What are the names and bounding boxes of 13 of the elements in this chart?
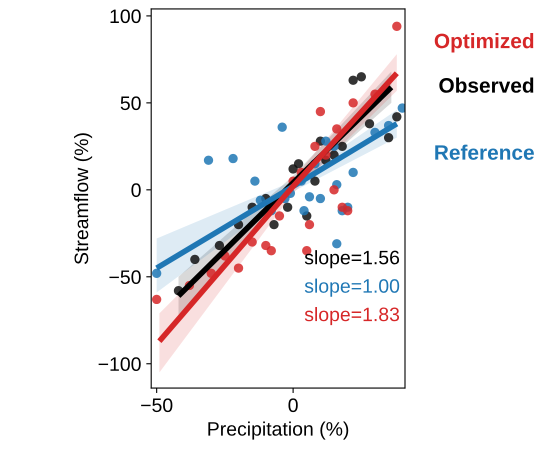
y-tick-label: 100 [110, 9, 141, 24]
annotation: slope=1.00 [304, 278, 400, 297]
y-axis-title: Streamflow (%) [74, 133, 92, 264]
x-axis-title: Precipitation (%) [208, 422, 348, 440]
y-tick-label: −100 [98, 357, 141, 371]
y-tick-label: 50 [120, 96, 141, 110]
text: Observed [439, 78, 534, 93]
text: Reference [435, 144, 534, 160]
annotation: slope=1.83 [304, 307, 400, 326]
text: Optimized [434, 33, 534, 52]
y-tick-label: 0 [131, 183, 141, 198]
y-tick-label: −50 [109, 270, 141, 284]
annotation: slope=1.56 [304, 250, 400, 268]
